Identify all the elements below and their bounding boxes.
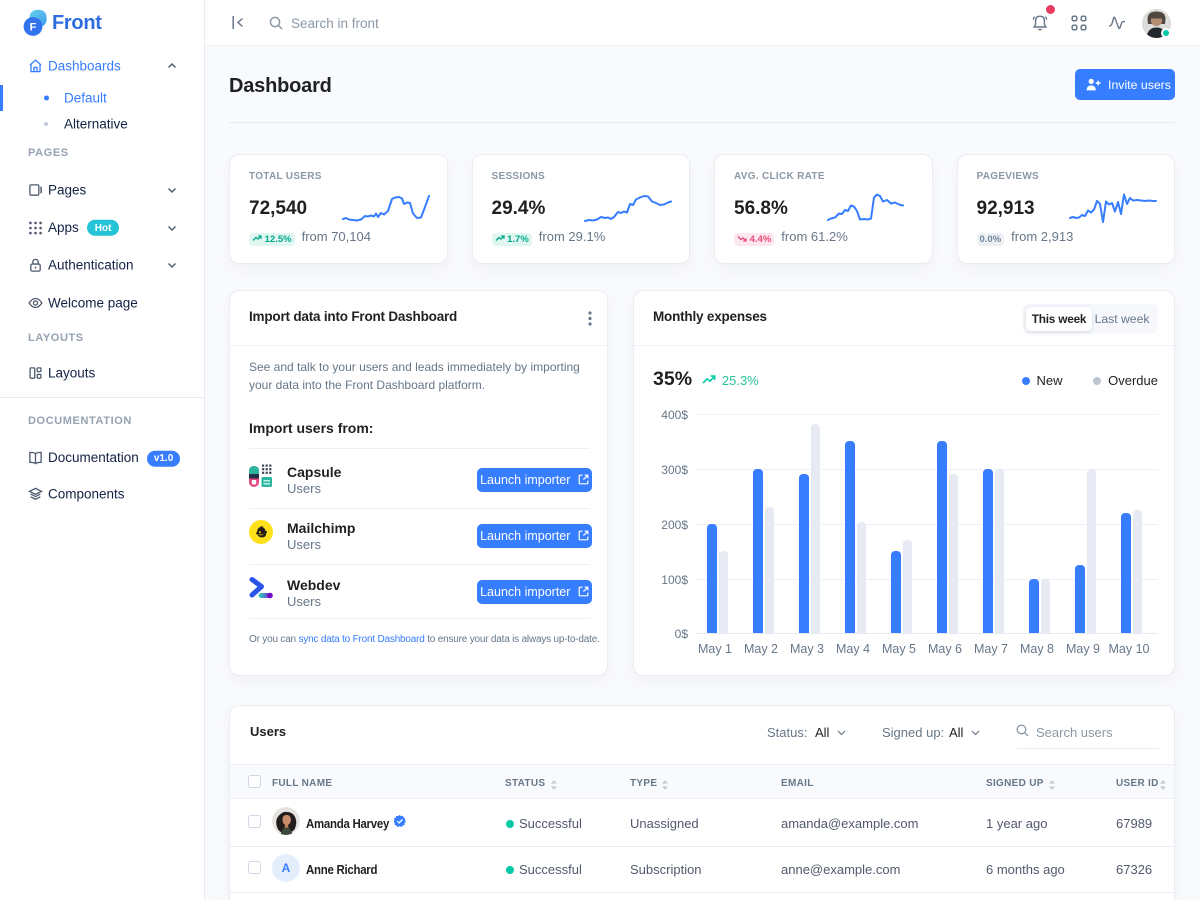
svg-text:F: F [30, 22, 37, 34]
